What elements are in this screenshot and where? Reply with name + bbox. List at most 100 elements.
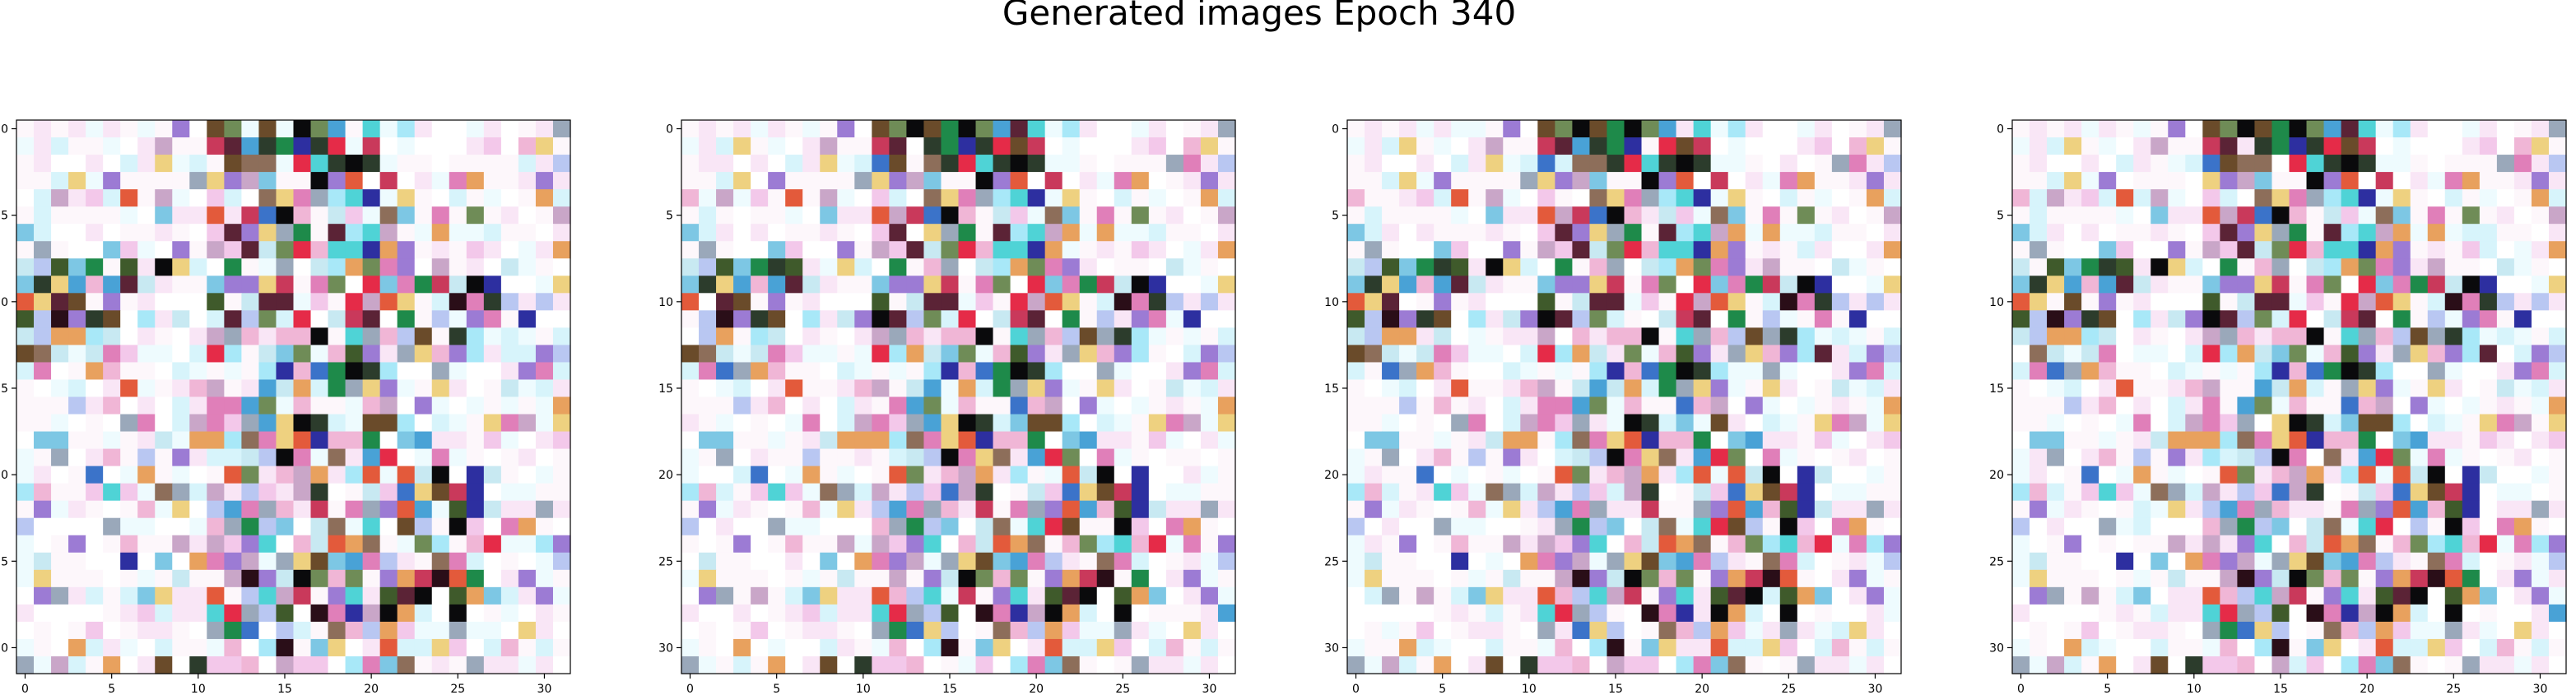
pixel	[155, 241, 173, 259]
pixel	[1096, 120, 1115, 138]
pixel	[1200, 258, 1219, 276]
pixel	[1607, 379, 1625, 398]
pixel	[1866, 414, 1885, 433]
pixel	[1416, 414, 1434, 433]
pixel	[1624, 293, 1643, 311]
pixel	[466, 604, 485, 623]
y-tick-label: 0	[666, 123, 673, 137]
pixel	[958, 241, 977, 259]
pixel	[1883, 155, 1902, 173]
pixel	[362, 569, 381, 588]
pixel	[1727, 621, 1746, 640]
pixel	[2531, 310, 2550, 328]
pixel	[2116, 621, 2134, 640]
pixel	[2237, 483, 2256, 502]
pixel	[854, 656, 872, 674]
pixel	[258, 431, 277, 450]
pixel	[518, 656, 537, 674]
pixel	[2358, 621, 2377, 640]
pixel	[2496, 276, 2515, 294]
pixel	[872, 448, 890, 467]
pixel	[923, 224, 942, 242]
pixel	[993, 638, 1011, 657]
pixel	[2237, 379, 2256, 398]
pixel	[699, 431, 717, 450]
pixel	[1779, 483, 1798, 502]
pixel	[2513, 379, 2532, 398]
pixel	[120, 172, 138, 190]
pixel	[1779, 604, 1798, 623]
pixel	[958, 137, 977, 155]
pixel	[1451, 137, 1469, 155]
pixel	[1607, 310, 1625, 328]
pixel	[1693, 258, 1712, 276]
pixel	[483, 586, 502, 605]
pixel	[820, 466, 838, 484]
pixel	[1114, 379, 1132, 398]
pixel	[258, 483, 277, 502]
pixel	[1503, 552, 1521, 571]
pixel	[345, 310, 364, 328]
pixel	[86, 345, 104, 364]
pixel	[1062, 552, 1081, 571]
pixel	[941, 517, 960, 536]
pixel	[293, 604, 312, 623]
pixel	[854, 155, 872, 173]
pixel	[103, 241, 121, 259]
pixel	[2513, 293, 2532, 311]
pixel	[2479, 466, 2498, 484]
pixel	[716, 517, 734, 536]
pixel	[2427, 586, 2446, 605]
pixel	[1779, 466, 1798, 484]
pixel	[1762, 172, 1781, 190]
pixel	[1589, 466, 1608, 484]
pixel	[293, 137, 312, 155]
pixel	[906, 224, 925, 242]
pixel	[2410, 120, 2429, 138]
pixel	[16, 535, 35, 554]
pixel	[2341, 206, 2360, 225]
pixel	[2375, 396, 2394, 415]
pixel	[16, 517, 35, 536]
pixel	[137, 448, 156, 467]
pixel	[1866, 517, 1885, 536]
pixel	[820, 155, 838, 173]
pixel	[1382, 500, 1400, 519]
pixel	[872, 172, 890, 190]
x-tick-label: 30	[1868, 683, 1883, 695]
pixel	[1010, 638, 1029, 657]
pixel	[535, 535, 554, 554]
pixel	[552, 396, 571, 415]
pixel	[1200, 552, 1219, 571]
pixel	[2047, 414, 2065, 433]
pixel	[2410, 224, 2429, 242]
pixel	[379, 310, 398, 328]
pixel	[2030, 414, 2048, 433]
pixel	[1762, 379, 1781, 398]
pixel	[2202, 327, 2220, 346]
pixel	[802, 552, 821, 571]
pixel	[2410, 500, 2429, 519]
pixel	[2341, 379, 2360, 398]
pixel	[1486, 483, 1504, 502]
pixel	[328, 172, 346, 190]
pixel	[2064, 517, 2082, 536]
pixel	[1200, 535, 1219, 554]
pixel	[207, 120, 225, 138]
pixel	[1555, 276, 1574, 294]
pixel	[2116, 569, 2134, 588]
pixel	[1779, 258, 1798, 276]
pixel	[1797, 362, 1816, 381]
pixel	[768, 362, 786, 381]
pixel	[1831, 656, 1850, 674]
pixel	[681, 500, 700, 519]
pixel	[1079, 379, 1098, 398]
pixel	[2323, 345, 2342, 364]
pixel	[2151, 448, 2169, 467]
pixel	[1676, 569, 1695, 588]
pixel	[224, 310, 243, 328]
pixel	[86, 189, 104, 207]
pixel	[466, 206, 485, 225]
pixel	[2341, 586, 2360, 605]
pixel	[137, 276, 156, 294]
